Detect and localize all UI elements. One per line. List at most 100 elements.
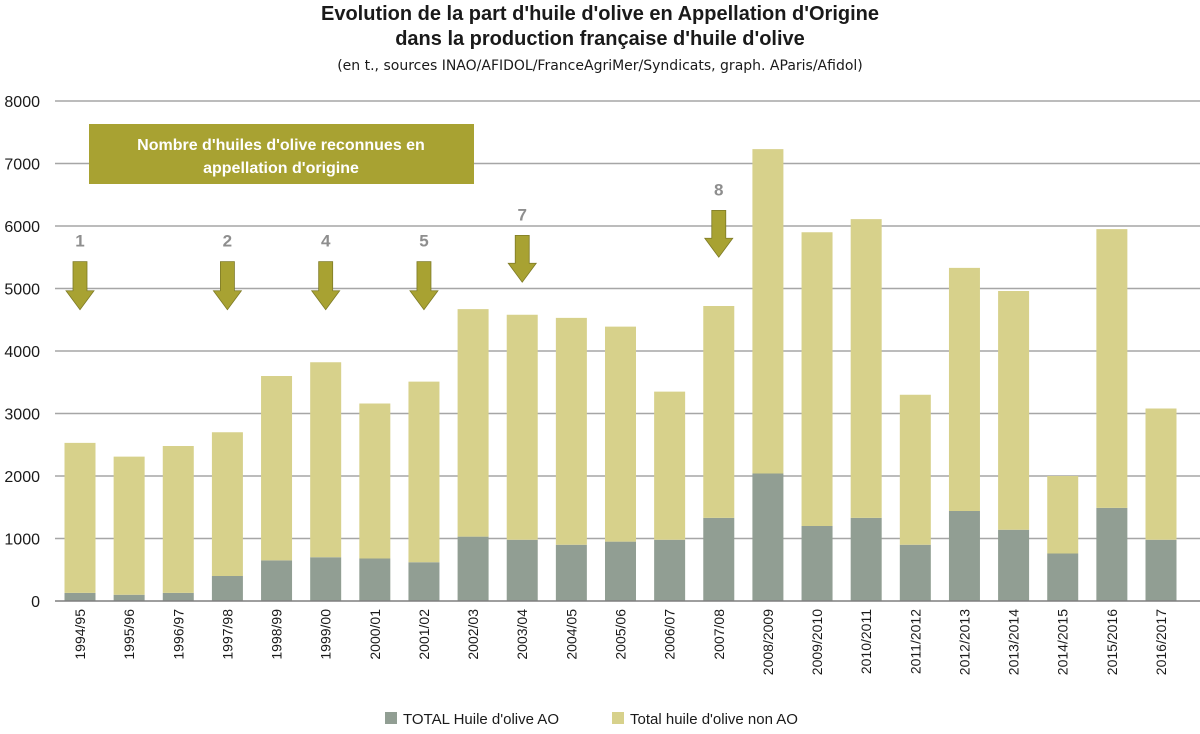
annotation-box-line-1: Nombre d'huiles d'olive reconnues en (137, 137, 425, 154)
y-tick-label: 5000 (4, 282, 40, 299)
bar-segment-ao (64, 592, 96, 601)
chart-title: Evolution de la part d'huile d'olive en … (321, 3, 879, 74)
x-tick-label: 2005/06 (613, 609, 629, 660)
bars (64, 149, 1177, 601)
bar-segment-ao (998, 529, 1030, 601)
y-tick-label: 6000 (4, 219, 40, 236)
chart-title-line-2: dans la production française d'huile d'o… (395, 28, 805, 50)
bar-segment-ao (1145, 539, 1177, 601)
bar-segment-ao (261, 560, 293, 601)
x-tick-label: 2003/04 (514, 609, 530, 660)
y-tick-label: 3000 (4, 407, 40, 424)
bar-segment-ao (359, 558, 391, 601)
bar-segment-ao (457, 536, 489, 601)
legend-label-non-ao: Total huile d'olive non AO (630, 711, 798, 728)
appellation-count-label: 7 (517, 205, 526, 224)
bar-segment-ao (113, 594, 145, 601)
x-tick-label: 1999/00 (318, 609, 334, 660)
bar-segment-ao (850, 517, 882, 601)
down-arrow-icon (212, 261, 243, 311)
x-tick-label: 2012/2013 (956, 609, 972, 675)
legend-swatch-ao (385, 712, 397, 724)
x-tick-label: 1995/96 (121, 609, 137, 660)
appellation-count-label: 2 (223, 232, 232, 251)
bar-segment-non-ao (1096, 229, 1128, 508)
bar-segment-ao (654, 539, 686, 601)
bar-segment-non-ao (899, 394, 931, 545)
bar-segment-ao (1047, 553, 1079, 601)
down-arrow-icon (409, 261, 439, 311)
appellation-count-label: 1 (75, 232, 84, 251)
bar-segment-non-ao (752, 149, 784, 474)
legend-label-ao: TOTAL Huile d'olive AO (403, 711, 559, 728)
bar-segment-non-ao (113, 456, 145, 595)
bar-segment-non-ao (605, 326, 636, 542)
x-tick-label: 2007/08 (711, 609, 727, 660)
x-tick-label: 2000/01 (367, 609, 383, 660)
bar-segment-ao (703, 517, 735, 601)
y-tick-label: 8000 (4, 94, 40, 111)
x-tick-label: 1997/98 (219, 609, 235, 660)
bar-segment-non-ao (310, 362, 342, 558)
bar-segment-non-ao (654, 391, 686, 540)
bar-segment-ao (555, 544, 587, 601)
bar-segment-ao (605, 541, 636, 601)
x-axis-tick-labels: 1994/95 1995/96 1996/97 1997/98 1998/99 1999/… (72, 609, 1169, 675)
legend-swatch-non-ao (612, 712, 624, 724)
x-tick-label: 2001/02 (416, 609, 432, 660)
legend: TOTAL Huile d'olive AO Total huile d'oli… (385, 711, 798, 728)
bar-segment-non-ao (64, 442, 96, 593)
bar-segment-ao (310, 557, 342, 601)
x-tick-label: 2016/2017 (1153, 609, 1169, 675)
x-tick-label: 2009/2010 (809, 609, 825, 675)
x-tick-label: 1994/95 (72, 609, 88, 660)
appellation-count-label: 8 (714, 180, 723, 199)
y-tick-label: 7000 (4, 157, 40, 174)
bar-segment-ao (752, 473, 784, 601)
x-tick-label: 2014/2015 (1055, 609, 1071, 675)
x-tick-label: 2004/05 (563, 609, 579, 660)
x-tick-label: 2002/03 (465, 609, 481, 660)
bar-segment-non-ao (850, 219, 882, 518)
y-tick-label: 0 (31, 594, 40, 611)
y-axis-tick-labels: 0 1000 2000 3000 4000 5000 6000 7000 8000 (4, 94, 40, 611)
bar-segment-non-ao (801, 232, 833, 526)
y-tick-label: 2000 (4, 469, 40, 486)
x-tick-label: 2006/07 (662, 609, 678, 660)
bar-segment-non-ao (261, 376, 293, 561)
x-tick-label: 1996/97 (170, 609, 186, 660)
chart-title-line-1: Evolution de la part d'huile d'olive en … (321, 3, 879, 25)
bar-segment-non-ao (948, 267, 980, 511)
y-tick-label: 4000 (4, 344, 40, 361)
bar-segment-non-ao (555, 317, 587, 545)
bar-segment-non-ao (211, 432, 243, 576)
bar-segment-non-ao (408, 381, 440, 563)
bar-segment-non-ao (506, 314, 538, 540)
bar-segment-non-ao (457, 309, 489, 537)
x-tick-label: 2015/2016 (1104, 609, 1120, 675)
bar-segment-ao (211, 576, 243, 601)
bar-segment-ao (948, 511, 980, 601)
bar-segment-non-ao (162, 446, 194, 593)
annotation-box-background (89, 124, 474, 184)
bar-segment-ao (801, 526, 833, 601)
bar-segment-non-ao (998, 291, 1030, 530)
x-tick-label: 2008/2009 (760, 609, 776, 675)
x-tick-label: 1998/99 (269, 609, 285, 660)
bar-segment-ao (1096, 507, 1128, 601)
bar-segment-non-ao (1145, 408, 1177, 540)
down-arrow-icon (310, 261, 341, 311)
annotation-box-line-2: appellation d'origine (203, 160, 359, 177)
x-tick-label: 2013/2014 (1006, 609, 1022, 675)
bar-segment-non-ao (359, 403, 391, 559)
y-tick-label: 1000 (4, 532, 40, 549)
bar-segment-ao (162, 592, 194, 601)
appellation-count-label: 4 (321, 232, 331, 251)
down-arrow-icon (703, 209, 734, 258)
down-arrow-icon (507, 234, 538, 283)
bar-segment-non-ao (703, 306, 735, 518)
down-arrow-icon (65, 261, 95, 311)
bar-segment-non-ao (1047, 476, 1079, 554)
chart-subtitle: (en t., sources INAO/AFIDOL/FranceAgriMe… (337, 58, 863, 74)
